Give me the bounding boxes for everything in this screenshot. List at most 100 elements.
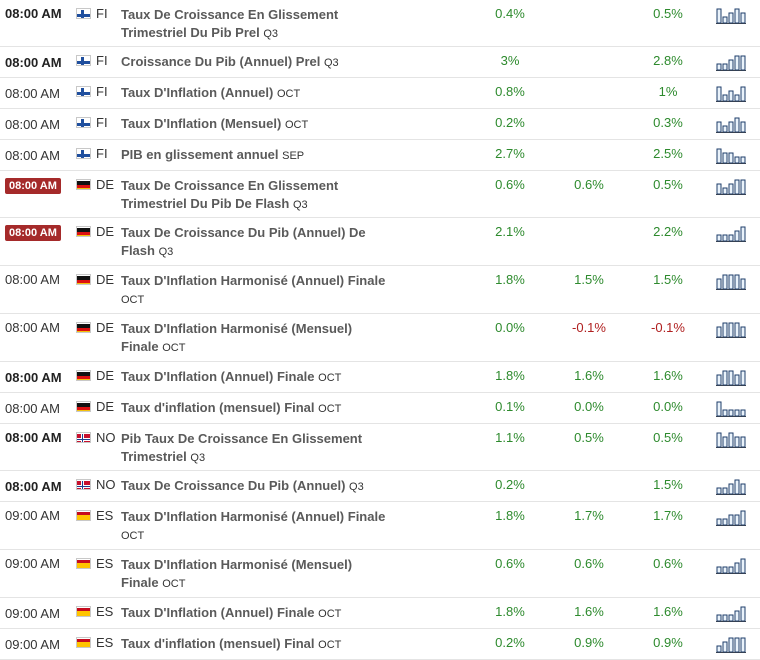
history-chart-icon[interactable] [716, 508, 746, 526]
event-title[interactable]: Taux D'Inflation (Annuel) Finale [121, 369, 315, 384]
sparkline-bar [740, 55, 746, 71]
event-title[interactable]: Taux De Croissance En Glissement Trimest… [121, 7, 339, 40]
event-row[interactable]: 08:00 AM FI Taux D'Inflation (Mensuel) OCT… [0, 109, 760, 140]
previous-value: 0.0% [653, 399, 683, 414]
event-title[interactable]: PIB en glissement annuel [121, 147, 279, 162]
history-chart-icon[interactable] [716, 430, 746, 448]
history-chart-icon[interactable] [716, 399, 746, 417]
history-chart-icon[interactable] [716, 272, 746, 290]
event-name[interactable]: Taux De Croissance Du Pib (Annuel) De Fl… [121, 224, 391, 261]
event-time: 08:00 AM [5, 54, 62, 70]
history-chart-icon[interactable] [716, 604, 746, 622]
history-chart-icon[interactable] [716, 635, 746, 653]
history-chart-icon[interactable] [716, 146, 746, 164]
event-name[interactable]: Taux D'Inflation Harmonisé (Annuel) Fina… [121, 272, 391, 309]
event-period: Q3 [263, 28, 279, 40]
history-chart-icon[interactable] [716, 477, 746, 495]
event-title[interactable]: Taux D'Inflation Harmonisé (Mensuel) Fin… [121, 557, 353, 590]
event-title[interactable]: Taux d'inflation (mensuel) Final [121, 636, 315, 651]
country-code: FI [96, 6, 108, 21]
country-code: FI [96, 146, 108, 161]
sparkline-bar [734, 230, 740, 242]
event-name[interactable]: PIB en glissement annuel SEP [121, 146, 391, 165]
history-chart-icon[interactable] [716, 177, 746, 195]
sparkline-bar [722, 614, 728, 622]
country-code: DE [96, 177, 115, 192]
history-chart-icon[interactable] [716, 368, 746, 386]
country-code: FI [96, 115, 108, 130]
event-row[interactable]: 08:00 AM DE Taux D'Inflation (Annuel) Fina… [0, 362, 760, 393]
event-title[interactable]: Taux De Croissance Du Pib (Annuel) [121, 478, 346, 493]
event-name[interactable]: Taux D'Inflation (Annuel) OCT [121, 84, 391, 103]
history-chart-icon[interactable] [716, 320, 746, 338]
history-chart-icon[interactable] [716, 84, 746, 102]
history-chart-icon[interactable] [716, 115, 746, 133]
sparkline-bar [734, 436, 740, 448]
history-chart-icon[interactable] [716, 224, 746, 242]
event-row[interactable]: 09:00 AM ES Taux D'Inflation (Annuel) Fina… [0, 598, 760, 629]
event-title[interactable]: Taux d'inflation (mensuel) Final [121, 400, 315, 415]
event-row[interactable]: 08:00 AM DE Taux De Croissance En Glisseme… [0, 171, 760, 218]
event-name[interactable]: Taux d'inflation (mensuel) Final OCT [121, 399, 391, 418]
event-name[interactable]: Taux D'Inflation (Annuel) Finale OCT [121, 604, 391, 623]
event-row[interactable]: 08:00 AM NO Pib Taux De Croissance En Glis… [0, 424, 760, 471]
previous-value: 2.5% [653, 146, 683, 161]
event-time: 08:00 AM [5, 85, 60, 101]
event-name[interactable]: Taux De Croissance Du Pib (Annuel) Q3 [121, 477, 391, 496]
event-name[interactable]: Pib Taux De Croissance En Glissement Tri… [121, 430, 391, 467]
event-title[interactable]: Taux De Croissance En Glissement Trimest… [121, 178, 339, 211]
event-row[interactable]: 08:00 AM DE Taux D'Inflation Harmonisé (An… [0, 266, 760, 314]
sparkline-bar [716, 278, 722, 290]
event-row[interactable]: 08:00 AM FI Taux D'Inflation (Annuel) OCT 0… [0, 78, 760, 109]
country-code: FI [96, 84, 108, 99]
sparkline-bar [728, 183, 734, 195]
event-row[interactable]: 08:00 AM DE Taux D'Inflation Harmonisé (Me… [0, 314, 760, 362]
sparkline-bar [728, 514, 734, 526]
event-row[interactable]: 08:00 AM DE Taux d'inflation (mensuel) Fin… [0, 393, 760, 424]
event-period: OCT [318, 608, 342, 620]
event-title[interactable]: Taux D'Inflation (Mensuel) [121, 116, 282, 131]
previous-value: 1.7% [653, 508, 683, 523]
event-row[interactable]: 08:00 AM FI Taux De Croissance En Glisseme… [0, 0, 760, 47]
event-name[interactable]: Taux De Croissance En Glissement Trimest… [121, 6, 391, 43]
event-name[interactable]: Taux D'Inflation (Mensuel) OCT [121, 115, 391, 134]
event-title[interactable]: Pib Taux De Croissance En Glissement Tri… [121, 431, 363, 464]
event-time: 08:00 AM [5, 225, 61, 241]
event-title[interactable]: Taux D'Inflation (Annuel) [121, 85, 274, 100]
event-period: Q3 [158, 246, 174, 258]
event-name[interactable]: Taux De Croissance En Glissement Trimest… [121, 177, 391, 214]
sparkline-bar [722, 641, 728, 653]
forecast-value: 0.6% [574, 177, 604, 192]
event-row[interactable]: 08:00 AM FI Croissance Du Pib (Annuel) Pre… [0, 47, 760, 78]
event-time: 09:00 AM [5, 636, 60, 652]
history-chart-icon[interactable] [716, 6, 746, 24]
event-name[interactable]: Taux D'Inflation Harmonisé (Mensuel) Fin… [121, 556, 391, 593]
event-name[interactable]: Taux d'inflation (mensuel) Final OCT [121, 635, 391, 654]
event-title[interactable]: Croissance Du Pib (Annuel) Prel [121, 54, 321, 69]
sparkline-bar [722, 125, 728, 133]
actual-value: 1.8% [495, 508, 525, 523]
event-row[interactable]: 08:00 AM FI PIB en glissement annuel SEP 2.… [0, 140, 760, 171]
event-title[interactable]: Taux D'Inflation (Annuel) Finale [121, 605, 315, 620]
event-name[interactable]: Taux D'Inflation Harmonisé (Annuel) Fina… [121, 508, 391, 545]
sparkline-bar [716, 432, 722, 448]
sparkline-bar [734, 156, 740, 164]
event-name[interactable]: Taux D'Inflation (Annuel) Finale OCT [121, 368, 391, 387]
previous-value: 1.5% [653, 477, 683, 492]
history-chart-icon[interactable] [716, 556, 746, 574]
event-title[interactable]: Taux D'Inflation Harmonisé (Annuel) Fina… [121, 273, 386, 288]
forecast-value: 1.6% [574, 604, 604, 619]
event-name[interactable]: Croissance Du Pib (Annuel) Prel Q3 [121, 53, 391, 72]
event-title[interactable]: Taux De Croissance Du Pib (Annuel) De Fl… [121, 225, 366, 258]
event-row[interactable]: 09:00 AM ES Taux d'inflation (mensuel) Fin… [0, 629, 760, 660]
sparkline-bar [728, 59, 734, 71]
event-name[interactable]: Taux D'Inflation Harmonisé (Mensuel) Fin… [121, 320, 391, 357]
event-title[interactable]: Taux D'Inflation Harmonisé (Annuel) Fina… [121, 509, 386, 524]
event-row[interactable]: 08:00 AM DE Taux De Croissance Du Pib (Ann… [0, 218, 760, 266]
de-flag-icon [76, 370, 91, 381]
event-row[interactable]: 08:00 AM NO Taux De Croissance Du Pib (Ann… [0, 471, 760, 502]
event-row[interactable]: 09:00 AM ES Taux D'Inflation Harmonisé (An… [0, 502, 760, 550]
history-chart-icon[interactable] [716, 53, 746, 71]
event-title[interactable]: Taux D'Inflation Harmonisé (Mensuel) Fin… [121, 321, 353, 354]
event-row[interactable]: 09:00 AM ES Taux D'Inflation Harmonisé (Me… [0, 550, 760, 598]
